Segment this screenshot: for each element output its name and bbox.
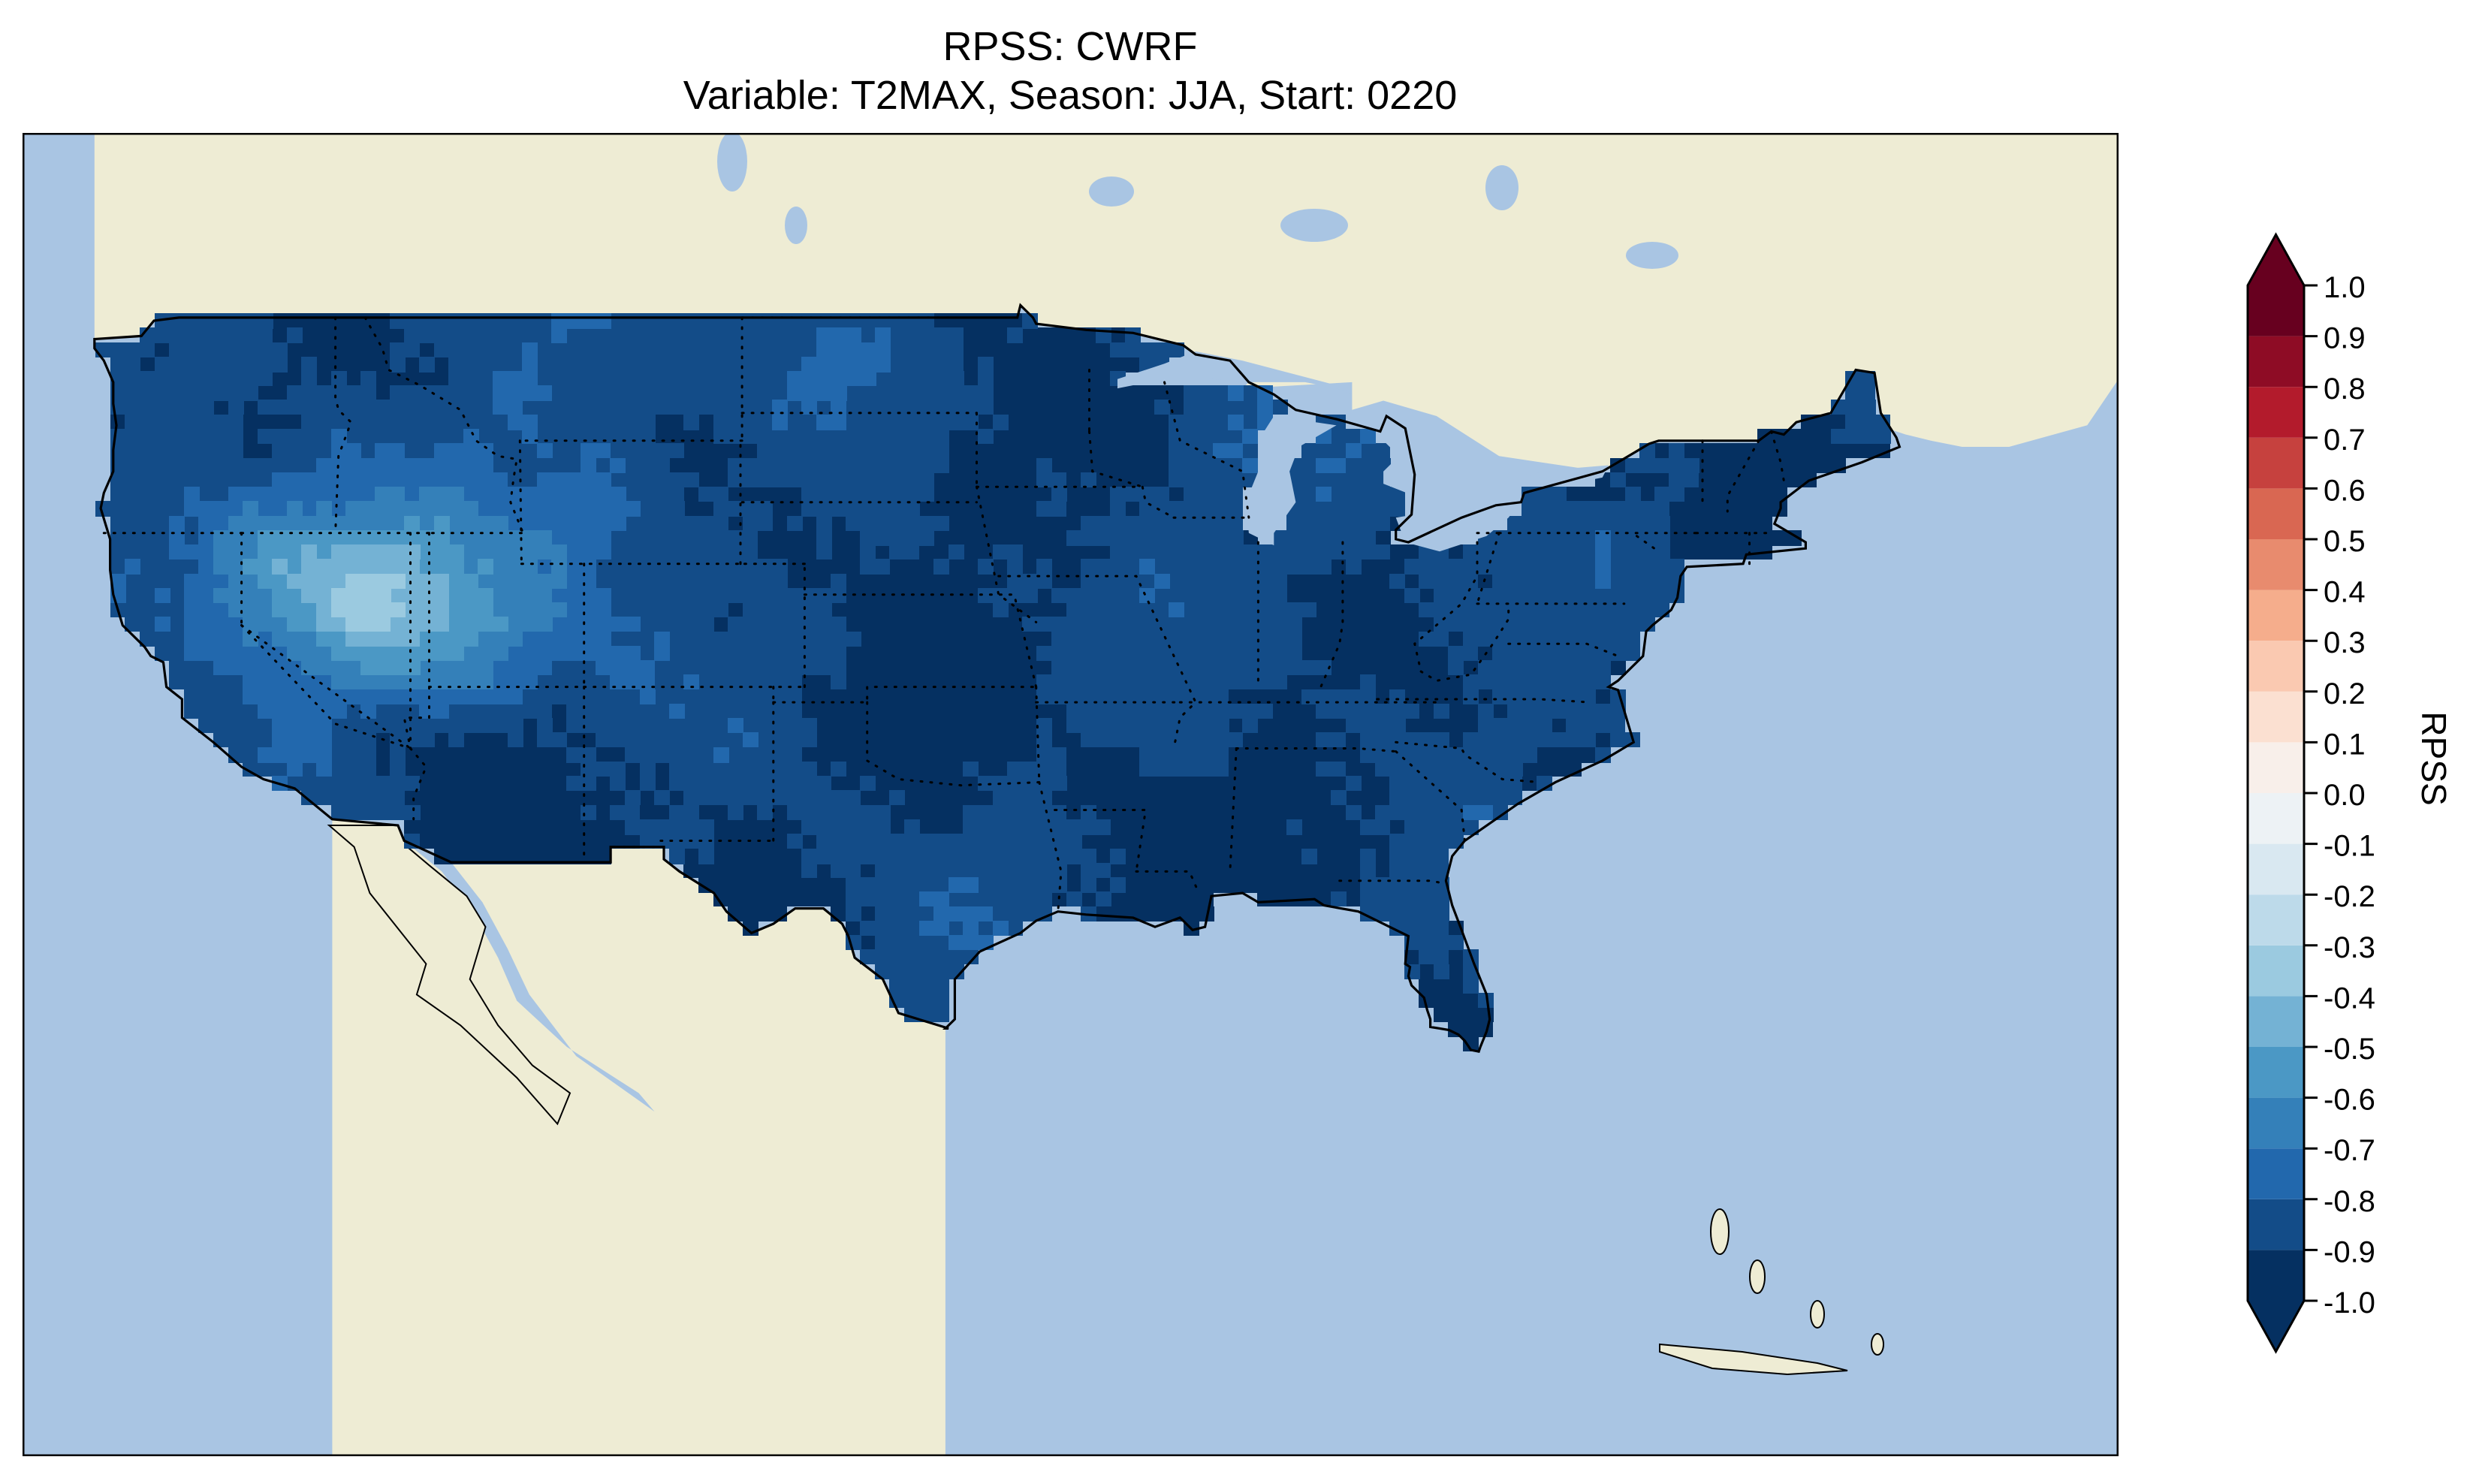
svg-text:RPSS: RPSS	[2414, 711, 2453, 805]
svg-text:0.5: 0.5	[2324, 525, 2366, 558]
svg-text:-0.9: -0.9	[2324, 1235, 2375, 1268]
svg-text:0.2: 0.2	[2324, 677, 2366, 710]
svg-text:1.0: 1.0	[2324, 271, 2366, 304]
svg-text:-0.2: -0.2	[2324, 880, 2375, 913]
svg-text:RPSS: CWRF: RPSS: CWRF	[942, 24, 1197, 69]
svg-text:-0.3: -0.3	[2324, 931, 2375, 964]
svg-text:0.9: 0.9	[2324, 322, 2366, 355]
svg-text:0.4: 0.4	[2324, 576, 2366, 609]
svg-text:0.3: 0.3	[2324, 626, 2366, 659]
svg-text:0.8: 0.8	[2324, 373, 2366, 406]
svg-text:-0.6: -0.6	[2324, 1084, 2375, 1117]
svg-text:0.6: 0.6	[2324, 474, 2366, 507]
svg-text:-0.1: -0.1	[2324, 830, 2375, 863]
svg-text:Variable: T2MAX, Season: JJA,: Variable: T2MAX, Season: JJA, Start: 022…	[683, 73, 1458, 118]
svg-text:-1.0: -1.0	[2324, 1286, 2375, 1320]
svg-text:-0.4: -0.4	[2324, 982, 2375, 1015]
svg-text:0.7: 0.7	[2324, 424, 2366, 457]
svg-text:-0.5: -0.5	[2324, 1033, 2375, 1066]
svg-text:0.1: 0.1	[2324, 728, 2366, 761]
svg-text:-0.8: -0.8	[2324, 1185, 2375, 1218]
svg-text:0.0: 0.0	[2324, 779, 2366, 812]
svg-text:-0.7: -0.7	[2324, 1134, 2375, 1167]
